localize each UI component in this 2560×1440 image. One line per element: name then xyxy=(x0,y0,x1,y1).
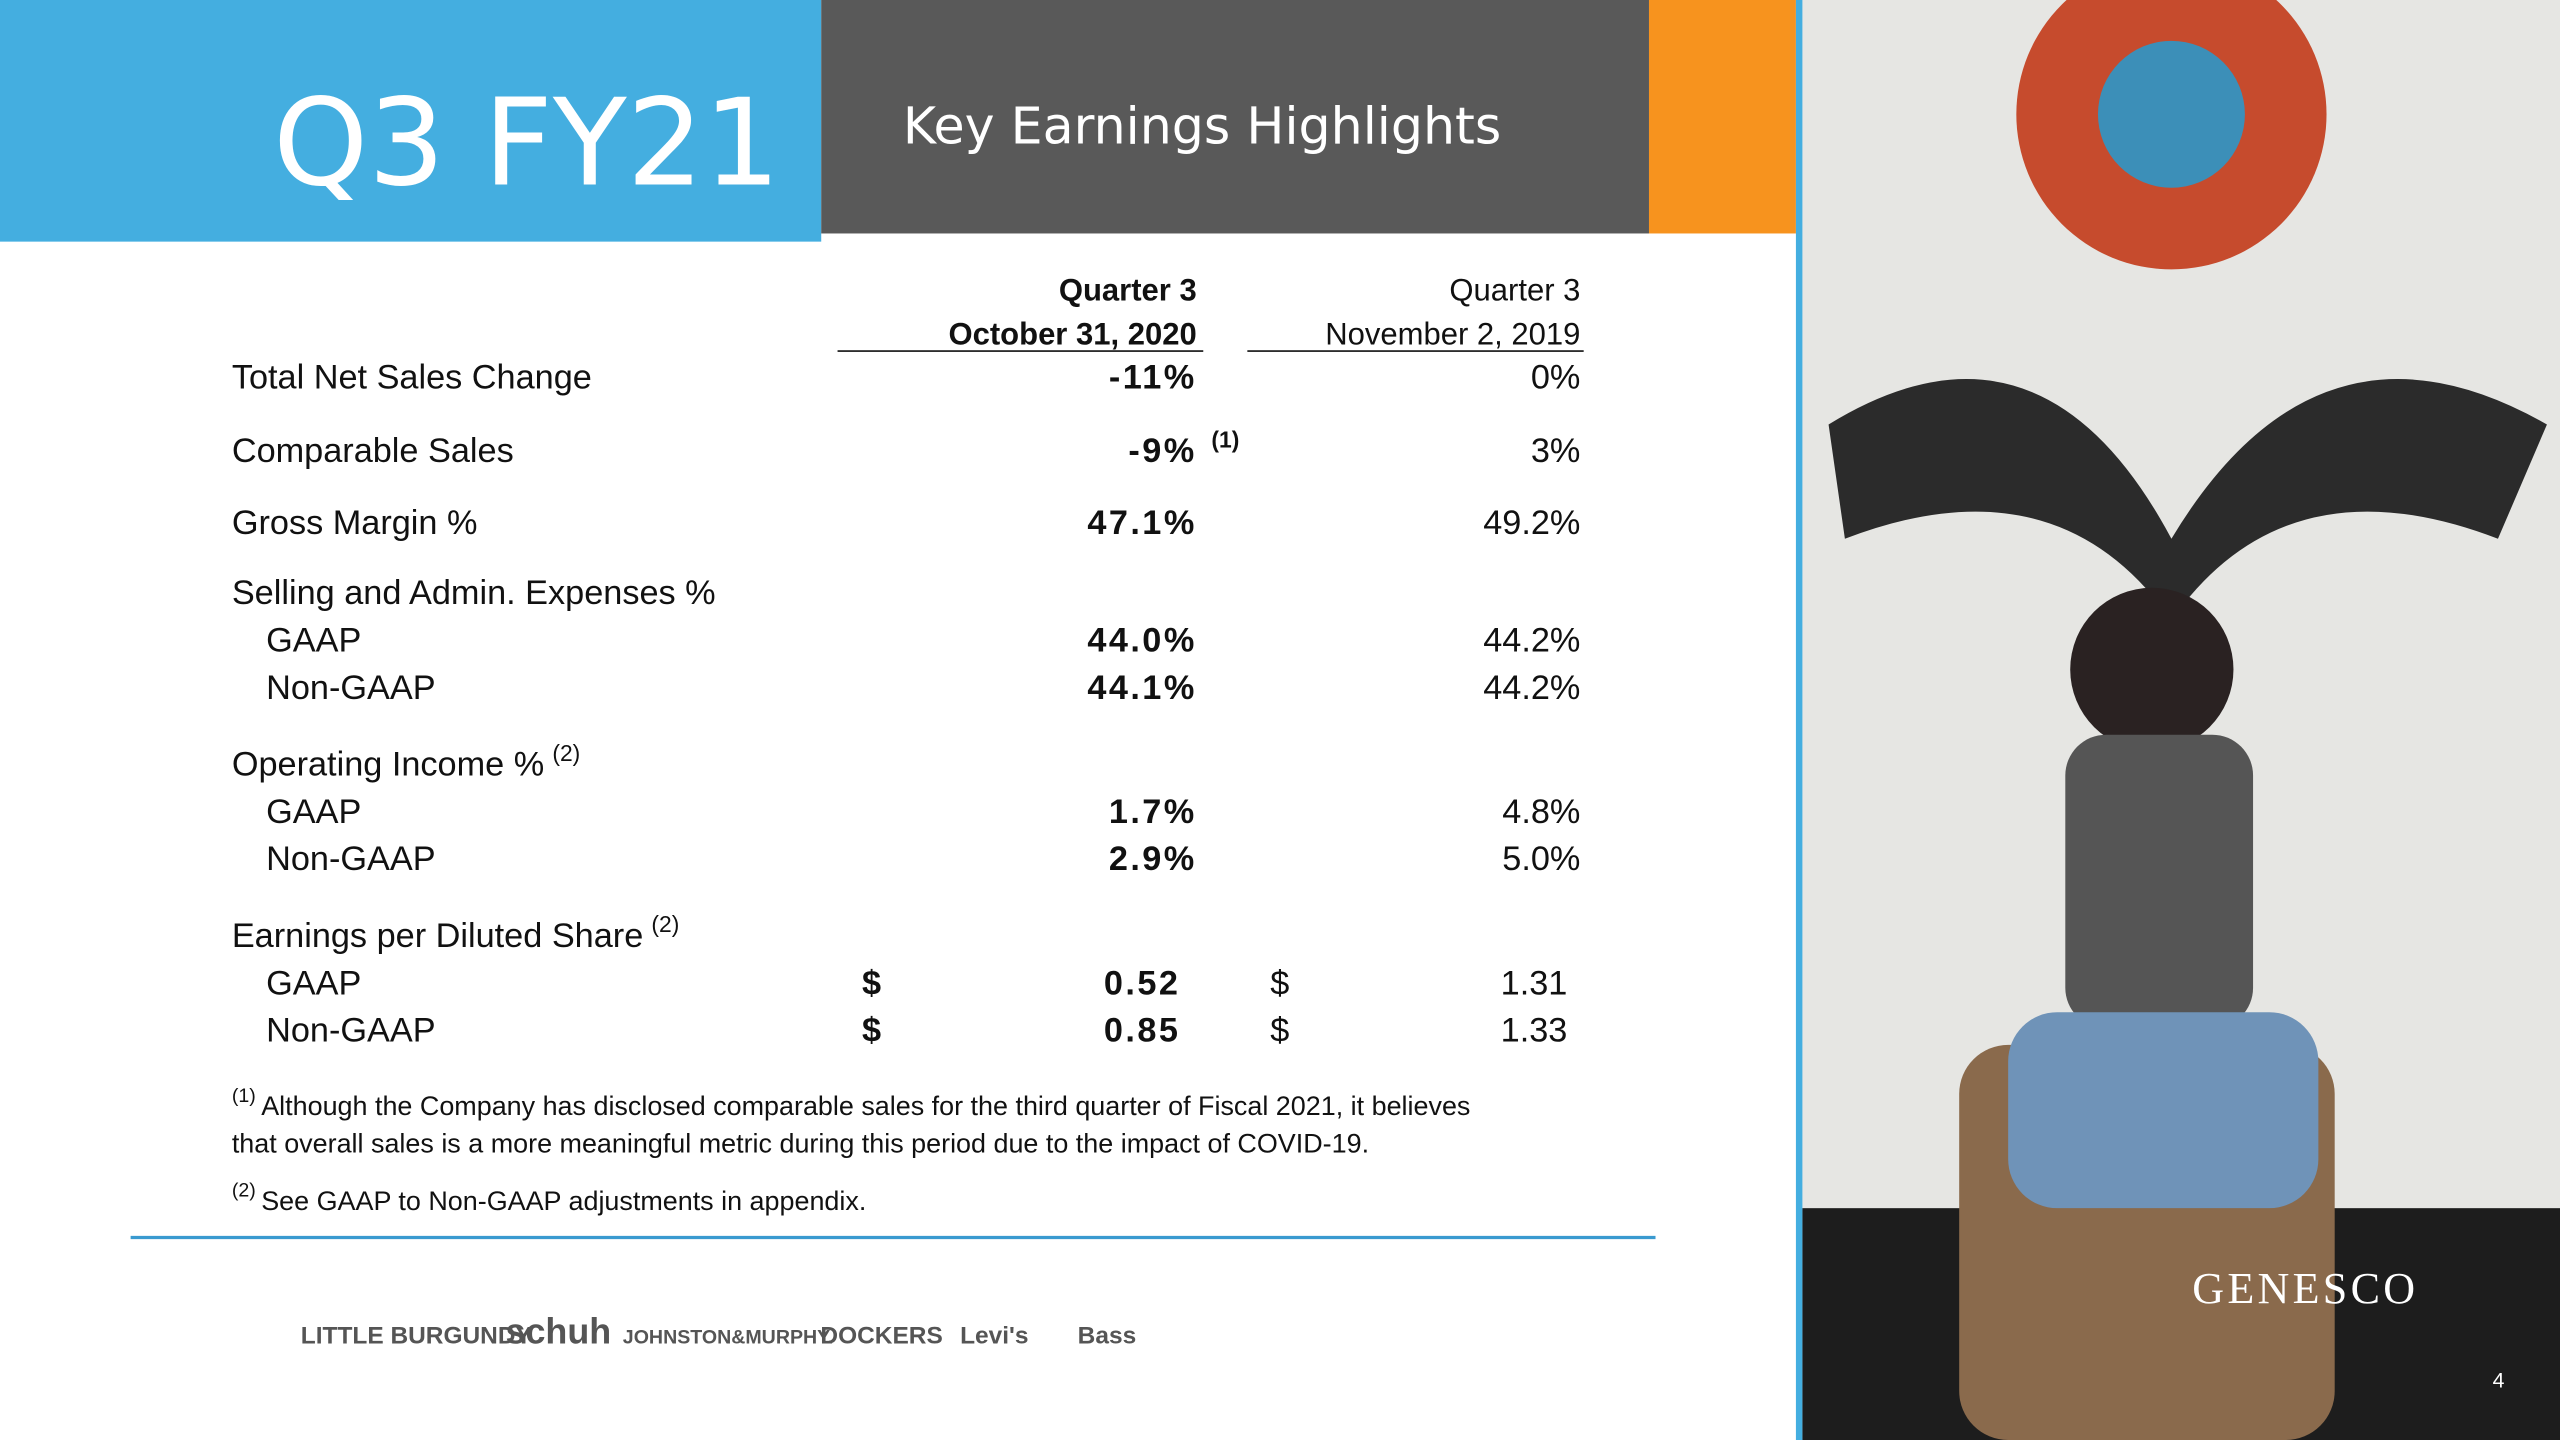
prior-value: 44.2% xyxy=(1483,621,1580,659)
footnote-ref: (1) xyxy=(1211,426,1239,452)
person-legs xyxy=(2008,1012,2319,1209)
prior-value: 3% xyxy=(1531,432,1581,470)
footnote-mark: (2) xyxy=(232,1180,256,1202)
currency: $ xyxy=(862,1012,881,1050)
footnote-ref: (2) xyxy=(651,911,679,937)
row-label: Total Net Sales Change xyxy=(232,359,592,397)
prior-value: 1.31 xyxy=(1501,964,1568,1002)
prior-value: 44.2% xyxy=(1483,669,1580,707)
row-label: GAAP xyxy=(266,793,361,831)
current-value: 44.0% xyxy=(1087,621,1196,659)
footnote-text: that overall sales is a more meaningful … xyxy=(232,1129,1369,1159)
page-number: 4 xyxy=(2493,1370,2505,1393)
mural-wings xyxy=(1828,379,2547,621)
prior-value: 49.2% xyxy=(1483,504,1580,542)
footnote-ref: (2) xyxy=(552,740,580,766)
brand-logo: Levi's xyxy=(960,1323,1028,1350)
row-label: Operating Income % xyxy=(232,746,544,784)
currency: $ xyxy=(862,964,881,1002)
mural-center xyxy=(2097,40,2245,188)
row-label: GAAP xyxy=(266,964,361,1002)
row-label: Non-GAAP xyxy=(266,1012,435,1050)
currency: $ xyxy=(1270,1012,1289,1050)
column-header: October 31, 2020 xyxy=(948,316,1196,351)
current-value: 44.1% xyxy=(1087,669,1196,707)
prior-value: 1.33 xyxy=(1501,1012,1568,1050)
current-value: 1.7% xyxy=(1109,793,1197,831)
column-header: Quarter 3 xyxy=(1449,272,1580,307)
brand-logo: Bass xyxy=(1078,1323,1137,1350)
company-logo: GENESCO xyxy=(2192,1264,2418,1313)
prior-value: 5.0% xyxy=(1502,840,1580,878)
row-label: Non-GAAP xyxy=(266,840,435,878)
photo xyxy=(1802,0,2560,1440)
column-header: Quarter 3 xyxy=(1059,272,1197,307)
brand-logo: schuh xyxy=(505,1311,611,1352)
brand-logo: JOHNSTON&MURPHY. xyxy=(623,1327,834,1349)
row-label: Comparable Sales xyxy=(232,432,514,470)
current-value: 2.9% xyxy=(1109,840,1197,878)
subtitle: Key Earnings Highlights xyxy=(903,97,1501,156)
footnote-text: Although the Company has disclosed compa… xyxy=(261,1091,1470,1121)
footnote-mark: (1) xyxy=(232,1085,256,1107)
accent-banner xyxy=(1648,0,1796,234)
current-value: 0.85 xyxy=(1104,1012,1181,1050)
current-value: 47.1% xyxy=(1087,504,1196,542)
prior-value: 0% xyxy=(1531,359,1581,397)
row-label: Non-GAAP xyxy=(266,669,435,707)
column-header: November 2, 2019 xyxy=(1325,316,1580,351)
row-label: Gross Margin % xyxy=(232,504,478,542)
subtitle-banner xyxy=(821,0,1649,234)
brand-logo: DOCKERS xyxy=(820,1323,942,1350)
footnote-text: See GAAP to Non-GAAP adjustments in appe… xyxy=(261,1186,866,1216)
title: Q3 FY21 xyxy=(273,73,780,213)
current-value: 0.52 xyxy=(1104,964,1181,1002)
row-label: Earnings per Diluted Share xyxy=(232,917,643,955)
row-label: GAAP xyxy=(266,621,361,659)
divider xyxy=(1795,0,1803,1440)
currency: $ xyxy=(1270,964,1289,1002)
row-label: Selling and Admin. Expenses % xyxy=(232,574,716,612)
person-head xyxy=(2070,587,2234,752)
title-banner xyxy=(0,0,822,242)
person-body xyxy=(2065,734,2254,1029)
current-value: -9% xyxy=(1128,432,1196,470)
current-value: -11% xyxy=(1109,359,1197,397)
prior-value: 4.8% xyxy=(1502,793,1580,831)
brand-logo: LITTLE BURGUNDY xyxy=(301,1323,532,1350)
